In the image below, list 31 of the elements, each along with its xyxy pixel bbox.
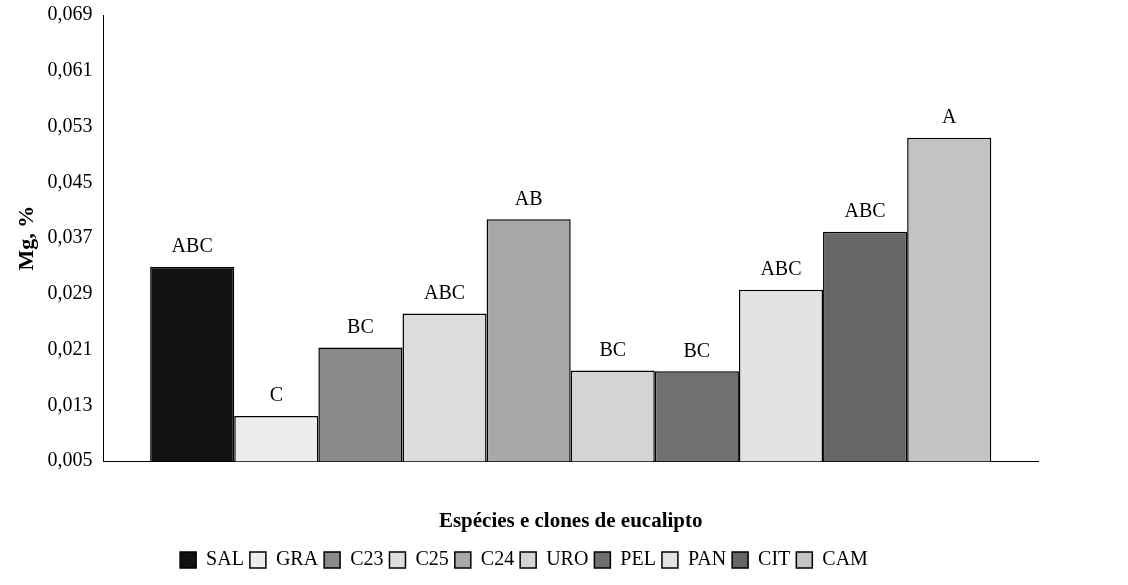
y-tick-label: 0,061 xyxy=(47,58,93,81)
data-label: ABC xyxy=(171,233,213,256)
data-label: BC xyxy=(599,337,627,360)
legend-label: C25 xyxy=(415,547,449,570)
y-tick-label: 0,013 xyxy=(47,392,93,415)
y-tick-label: 0,045 xyxy=(47,169,93,192)
legend-label: SAL xyxy=(206,547,244,570)
legend-label: C23 xyxy=(350,547,384,570)
legend-label: PEL xyxy=(620,547,656,570)
data-label: BC xyxy=(347,314,374,337)
y-tick-label: 0,021 xyxy=(47,336,93,359)
data-label: A xyxy=(941,104,957,127)
legend-label: C24 xyxy=(480,547,515,570)
data-label: BC xyxy=(683,338,711,361)
legend-label: GRA xyxy=(275,547,319,570)
data-label: AB xyxy=(514,186,543,209)
data-label: C xyxy=(269,383,283,406)
y-tick-label: 0,005 xyxy=(47,448,93,471)
y-tick-label: 0,069 xyxy=(47,2,93,25)
y-tick-label: 0,053 xyxy=(47,113,93,136)
legend-label: URO xyxy=(546,547,589,570)
data-label: ABC xyxy=(844,199,886,222)
legend-label: CIT xyxy=(758,547,791,570)
y-tick-label: 0,029 xyxy=(47,281,93,304)
data-label: ABC xyxy=(760,256,802,279)
y-axis-title: Mg, % xyxy=(12,205,38,271)
legend-label: PAN xyxy=(687,547,727,570)
y-tick-label: 0,037 xyxy=(47,225,93,248)
legend-label: CAM xyxy=(822,547,869,570)
x-axis-title: Espécies e clones de eucalipto xyxy=(438,507,703,532)
data-label: ABC xyxy=(423,280,466,303)
